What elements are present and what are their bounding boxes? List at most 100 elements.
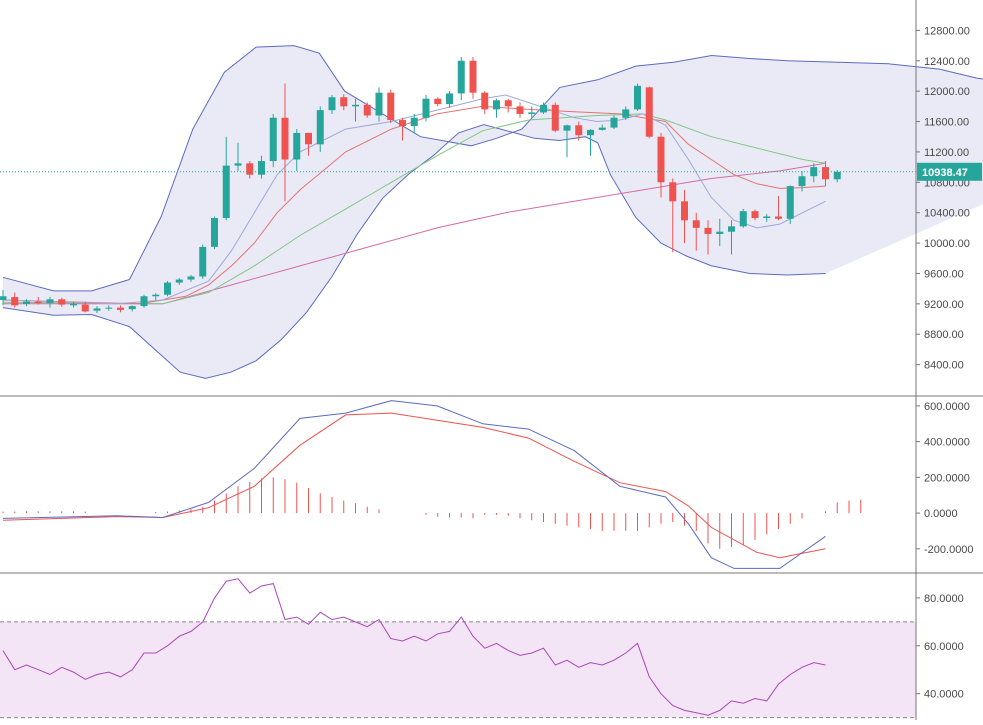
candle [551,102,559,133]
candle-body [375,92,383,116]
candle [692,212,700,251]
candle-body [222,165,230,219]
axis-tick-label: 0.0000 [924,508,958,520]
candle [293,129,301,171]
candle [422,94,430,122]
candle-body [187,276,195,280]
candle-body [540,104,547,113]
candle [175,278,183,285]
axis-tick-label: 600.0000 [924,401,970,413]
candle [187,274,195,282]
candle-body [258,161,265,175]
candle [352,98,359,122]
candle [246,161,254,179]
candle-body [128,306,136,310]
candle [164,281,171,297]
macd-signal-line [2,412,826,559]
rsi-band-fill [0,621,916,718]
candle [399,117,406,141]
candle-body [645,87,653,137]
candle-body [493,100,500,110]
candle-body [363,104,371,116]
candle-body [422,98,430,118]
candle [681,189,688,244]
axis-tick-label: 200.0000 [924,472,970,484]
candle [493,98,500,118]
axis-tick-label: 400.0000 [924,437,970,449]
candle [775,195,782,221]
candle-body [692,220,700,228]
candle-body [657,136,665,183]
candle [0,290,7,306]
candle [563,124,571,158]
rsi-line [2,578,826,716]
candle [540,102,547,114]
candle [434,97,442,107]
candle [105,305,113,311]
axis-tick-label: 12000.00 [924,86,970,98]
candle-body [81,304,89,312]
candle-body [775,216,782,219]
rsi-panel[interactable] [0,578,916,719]
candle [481,91,489,114]
candle-body [211,218,218,247]
candle-body [199,246,207,277]
axis-tick-label: 10400.00 [924,208,970,220]
candle-body [716,231,724,234]
candle-body [387,92,395,121]
macd-panel[interactable] [2,400,862,569]
ma-mid-line [2,105,826,305]
candle [316,106,324,152]
candle [469,56,477,99]
candle [363,102,371,118]
candle-body [833,171,841,180]
candle [669,178,677,253]
candle [516,102,524,118]
candle [504,98,512,113]
candle [375,87,383,122]
candle-body [587,129,594,136]
axis-tick-label: 12800.00 [924,25,970,37]
price-panel[interactable] [0,45,983,379]
axis-tick-label: 12400.00 [924,56,970,68]
candle [70,301,77,308]
candle [822,161,829,187]
axis-tick-label: 11600.00 [924,117,969,129]
candle-body [516,106,524,114]
candle [446,91,453,108]
candle-body [140,296,148,307]
candle-body [457,60,465,94]
candle-body [46,299,54,304]
axis-tick-label: 11200.00 [924,147,969,159]
candle [140,294,148,308]
current-price-label: 10938.47 [922,167,968,179]
candle-body [281,117,289,160]
macd-line [2,400,826,569]
candle [117,305,124,313]
candle [58,297,66,307]
candle-body [105,307,113,309]
candle [786,185,794,225]
candle-body [681,201,688,221]
candle [657,132,665,198]
candle-body [34,301,42,304]
candle [211,216,218,250]
current-price-tag-bg [917,162,982,181]
candle-body [175,279,183,283]
candle [704,220,712,255]
ma-slow-line [2,113,826,305]
candle-body [11,297,19,306]
candle [387,89,395,124]
axis-tick-label: 9200.00 [924,299,964,311]
candle-body [528,112,536,114]
axis-tick-label: 60.0000 [924,641,964,653]
axis-tick-label: 40.0000 [924,689,964,701]
candle-body [352,104,359,107]
candle [281,83,289,202]
candle-body [669,182,677,202]
candle-body [704,227,712,234]
candle [528,106,536,118]
